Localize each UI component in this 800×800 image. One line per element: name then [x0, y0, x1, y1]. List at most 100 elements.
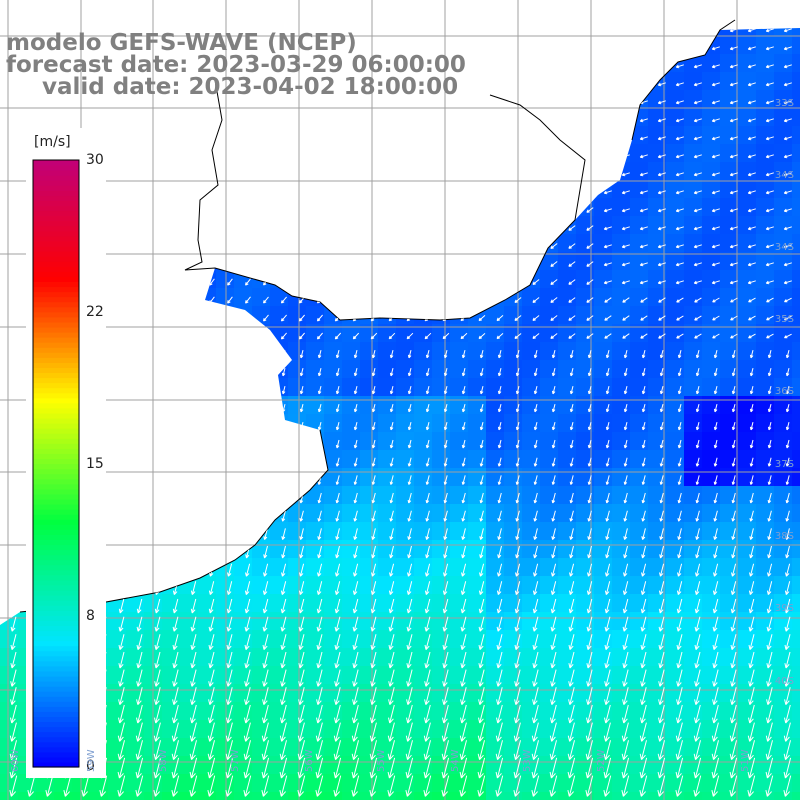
wind-cell	[486, 432, 504, 450]
wind-cell	[486, 72, 504, 90]
wind-arrow	[532, 207, 540, 213]
wind-cell	[324, 576, 342, 594]
wind-arrow	[675, 100, 684, 105]
wind-arrow	[623, 528, 628, 540]
wind-arrow	[135, 775, 144, 797]
wind-cell	[252, 162, 270, 180]
valid-date: valid date: 2023-04-02 18:00:00	[42, 74, 459, 100]
wind-arrow	[639, 82, 648, 87]
wind-arrow	[155, 528, 160, 540]
wind-cell	[468, 108, 486, 126]
wind-cell	[360, 648, 378, 666]
colorbar-segment	[33, 306, 79, 313]
wind-cell	[432, 774, 450, 792]
wind-cell	[252, 558, 270, 576]
colorbar-unit: [m/s]	[34, 134, 71, 150]
wind-arrow	[263, 224, 269, 232]
wind-arrow	[461, 510, 466, 522]
wind-cell	[306, 558, 324, 576]
wind-arrow	[207, 740, 215, 761]
wind-arrow	[191, 188, 197, 196]
wind-arrow	[207, 722, 215, 742]
wind-arrow	[191, 475, 196, 485]
wind-arrow	[443, 421, 448, 431]
wind-arrow	[550, 669, 557, 687]
wind-arrow	[676, 616, 683, 632]
wind-arrow	[711, 136, 720, 141]
wind-cell	[468, 702, 486, 720]
wind-cell	[504, 108, 522, 126]
wind-cell	[234, 468, 252, 486]
wind-cell	[108, 540, 126, 558]
wind-cell	[216, 414, 234, 432]
wind-arrow	[10, 581, 17, 596]
wind-cell	[540, 648, 558, 666]
wind-cell	[342, 396, 360, 414]
wind-cell	[342, 180, 360, 198]
colorbar-segment	[33, 488, 79, 495]
wind-cell	[432, 234, 450, 252]
wind-arrow	[496, 117, 504, 124]
wind-arrow	[29, 116, 35, 124]
wind-cell	[108, 288, 126, 306]
wind-arrow	[477, 722, 485, 742]
wind-cell	[378, 288, 396, 306]
wind-arrow	[245, 349, 250, 359]
wind-cell	[738, 414, 756, 432]
wind-cell	[378, 252, 396, 270]
lat-label: 36S	[774, 386, 794, 397]
wind-cell	[774, 720, 792, 738]
wind-cell	[0, 612, 18, 630]
coastline	[184, 79, 586, 321]
wind-arrow	[316, 206, 323, 214]
wind-arrow	[551, 545, 556, 559]
wind-arrow	[118, 634, 125, 651]
wind-cell	[270, 216, 288, 234]
wind-cell	[684, 216, 702, 234]
wind-cell	[738, 432, 756, 450]
wind-arrow	[731, 349, 736, 359]
wind-arrow	[208, 651, 215, 669]
wind-arrow	[191, 510, 196, 522]
wind-arrow	[460, 98, 468, 106]
wind-arrow	[190, 669, 197, 687]
wind-cell	[216, 432, 234, 450]
wind-arrow	[190, 651, 197, 669]
wind-cell	[288, 522, 306, 540]
wind-arrow	[227, 314, 233, 322]
wind-arrow	[388, 651, 395, 669]
wind-arrow	[442, 28, 450, 34]
wind-cell	[540, 378, 558, 396]
wind-cell	[180, 414, 198, 432]
wind-cell	[792, 144, 800, 162]
wind-cell	[612, 792, 630, 800]
wind-arrow	[478, 99, 486, 106]
wind-arrow	[209, 349, 214, 359]
wind-cell	[558, 144, 576, 162]
wind-arrow	[317, 403, 322, 413]
colorbar-segment	[33, 240, 79, 247]
wind-cell	[396, 324, 414, 342]
wind-cell	[306, 522, 324, 540]
wind-arrow	[693, 46, 702, 51]
wind-cell	[180, 486, 198, 504]
wind-arrow	[532, 99, 540, 105]
wind-arrow	[371, 457, 376, 467]
wind-arrow	[225, 757, 234, 779]
colorbar-segment	[33, 367, 79, 374]
wind-arrow	[657, 262, 666, 267]
wind-arrow	[11, 242, 17, 250]
wind-arrow	[352, 116, 360, 124]
wind-arrow	[245, 492, 250, 504]
wind-cell	[756, 306, 774, 324]
wind-arrow	[315, 722, 323, 742]
wind-cell	[180, 252, 198, 270]
wind-arrow	[118, 598, 125, 614]
wind-cell	[792, 630, 800, 648]
wind-arrow	[695, 439, 700, 449]
wind-cell	[36, 792, 54, 800]
wind-cell	[252, 288, 270, 306]
wind-arrow	[605, 421, 610, 431]
wind-arrow	[298, 152, 305, 160]
wind-cell	[540, 396, 558, 414]
